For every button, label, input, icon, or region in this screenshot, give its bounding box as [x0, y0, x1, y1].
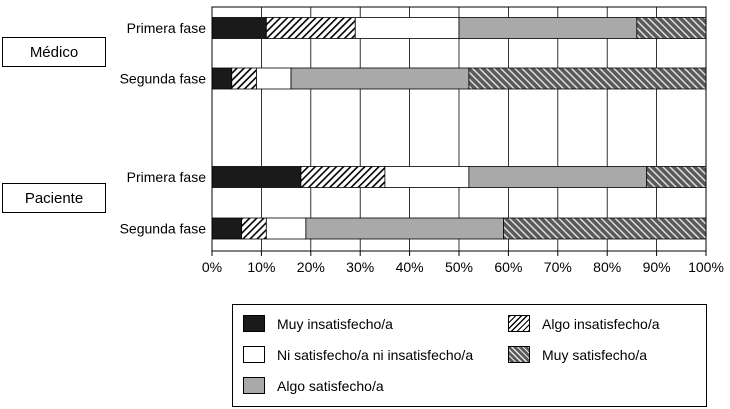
legend: Muy insatisfecho/a Algo insatisfecho/a N… [232, 304, 707, 407]
bar-row-1-algo-insatisfecho-a [265, 17, 356, 39]
bar-row-4-muy-insatisfecho-a [211, 217, 243, 240]
legend-label-muy-insatisfecho: Muy insatisfecho/a [277, 315, 393, 332]
bars [211, 17, 707, 240]
legend-item-ni-satisfecho: Ni satisfecho/a ni insatisfecho/a [243, 346, 473, 363]
legend-item-muy-satisfecho: Muy satisfecho/a [508, 346, 647, 363]
legend-label-muy-satisfecho: Muy satisfecho/a [542, 346, 648, 363]
legend-label-ni-satisfecho: Ni satisfecho/a ni insatisfecho/a [277, 346, 474, 363]
x-tick-label-0: 0% [202, 259, 222, 275]
legend-item-muy-insatisfecho: Muy insatisfecho/a [243, 315, 393, 332]
legend-label-algo-satisfecho: Algo satisfecho/a [277, 377, 384, 394]
row-label-3: Primera fase [127, 169, 207, 185]
bar-row-2-muy-satisfecho-a [468, 67, 707, 90]
bar-row-1-muy-insatisfecho-a [211, 17, 267, 39]
bar-row-2-algo-insatisfecho-a [231, 67, 257, 90]
bar-row-3-algo-satisfecho-a [468, 166, 648, 188]
bar-row-4-algo-insatisfecho-a [241, 217, 267, 240]
row-label-4: Segunda fase [120, 221, 207, 237]
x-tick-label-1: 10% [247, 259, 275, 275]
bar-row-3-muy-insatisfecho-a [211, 166, 302, 188]
bar-row-3-algo-insatisfecho-a [300, 166, 386, 188]
bar-row-1-muy-satisfecho-a [636, 17, 707, 39]
x-tick-label-7: 70% [544, 259, 572, 275]
row-label-2: Segunda fase [120, 71, 207, 87]
x-tick-label-9: 90% [643, 259, 671, 275]
bar-row-3-muy-satisfecho-a [646, 166, 707, 188]
axes: Primera fase Segunda fase Primera fase Segu… [120, 6, 724, 275]
legend-item-algo-satisfecho: Algo satisfecho/a [243, 377, 384, 394]
x-tick-label-5: 50% [445, 259, 473, 275]
legend-swatch-algo-insatisfecho [508, 315, 530, 332]
row-label-1: Primera fase [127, 20, 207, 36]
gridlines [212, 7, 706, 251]
legend-swatch-muy-insatisfecho [243, 315, 265, 332]
bar-row-2-algo-satisfecho-a [290, 67, 470, 90]
bar-row-2-muy-insatisfecho-a [211, 67, 233, 90]
x-tick-label-4: 40% [396, 259, 424, 275]
bar-row-1-ni-satisfecho-a-ni-insatisfecho-a [354, 17, 460, 39]
legend-swatch-ni-satisfecho [243, 346, 265, 363]
legend-swatch-muy-satisfecho [508, 346, 530, 363]
group-label-medico: Médico [2, 37, 106, 67]
legend-swatch-algo-satisfecho [243, 377, 265, 394]
x-tick-label-3: 30% [346, 259, 374, 275]
x-tick-label-2: 20% [297, 259, 325, 275]
bar-row-4-algo-satisfecho-a [305, 217, 504, 240]
x-tick-label-6: 60% [494, 259, 522, 275]
x-tick-label-8: 80% [593, 259, 621, 275]
legend-label-algo-insatisfecho: Algo insatisfecho/a [542, 315, 660, 332]
x-tick-label-10: 100% [688, 259, 724, 275]
group-label-paciente: Paciente [2, 183, 106, 213]
legend-item-algo-insatisfecho: Algo insatisfecho/a [508, 315, 660, 332]
bar-row-1-algo-satisfecho-a [458, 17, 638, 39]
bar-row-2-ni-satisfecho-a-ni-insatisfecho-a [256, 67, 292, 90]
bar-row-3-ni-satisfecho-a-ni-insatisfecho-a [384, 166, 470, 188]
stacked-bar-chart: Primera fase Segunda fase Primera fase Segu… [120, 6, 724, 275]
bar-row-4-ni-satisfecho-a-ni-insatisfecho-a [265, 217, 307, 240]
bar-row-4-muy-satisfecho-a [503, 217, 707, 240]
